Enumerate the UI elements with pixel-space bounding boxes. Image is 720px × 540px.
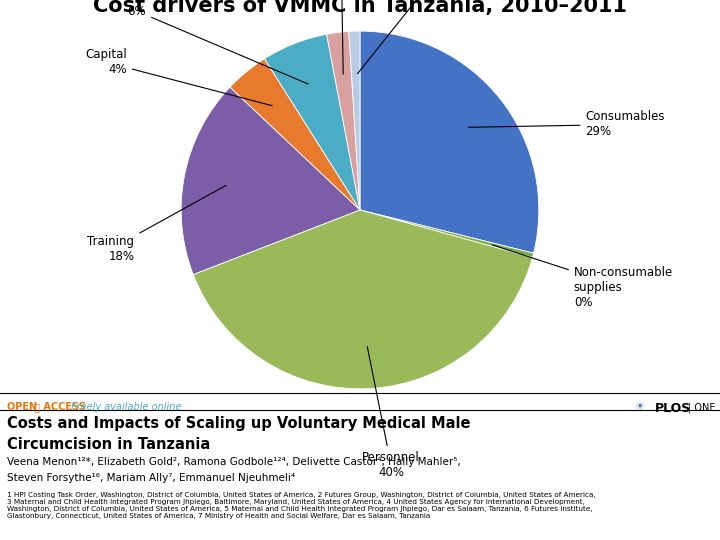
Text: ⚿: ⚿ <box>33 402 39 413</box>
Text: Support
personnel
2%: Support personnel 2% <box>311 0 370 74</box>
Wedge shape <box>360 31 539 253</box>
Text: Consumables
29%: Consumables 29% <box>469 110 665 138</box>
Text: PLOS: PLOS <box>655 402 691 415</box>
Text: ☀: ☀ <box>634 402 644 413</box>
Text: OPEN: OPEN <box>7 402 41 413</box>
Text: Capital
4%: Capital 4% <box>85 48 272 106</box>
Text: Personnel
40%: Personnel 40% <box>362 347 420 479</box>
Wedge shape <box>327 31 360 210</box>
Text: Costs and Impacts of Scaling up Voluntary Medical Male: Costs and Impacts of Scaling up Voluntar… <box>7 416 471 431</box>
Title: Cost drivers of VMMC in Tanzania, 2010–2011: Cost drivers of VMMC in Tanzania, 2010–2… <box>93 0 627 16</box>
Text: 1 HPI Costing Task Order, Washington, District of Columbia, United States of Ame: 1 HPI Costing Task Order, Washington, Di… <box>7 491 596 518</box>
Text: Steven Forsythe¹⁶, Mariam Ally⁷, Emmanuel Njeuhmeli⁴: Steven Forsythe¹⁶, Mariam Ally⁷, Emmanue… <box>7 474 295 483</box>
Wedge shape <box>348 31 360 210</box>
Wedge shape <box>264 34 360 210</box>
Wedge shape <box>230 59 360 210</box>
Text: Non-consumable
supplies
0%: Non-consumable supplies 0% <box>492 245 673 309</box>
Text: Freely available online: Freely available online <box>71 402 181 413</box>
Text: Circumcision in Tanzania: Circumcision in Tanzania <box>7 437 210 452</box>
Text: | ONE: | ONE <box>688 402 715 413</box>
Text: Veena Menon¹²*, Elizabeth Gold², Ramona Godbole¹²⁴, Delivette Castor⁴, Hally Mah: Veena Menon¹²*, Elizabeth Gold², Ramona … <box>7 457 461 467</box>
Wedge shape <box>360 210 534 258</box>
Wedge shape <box>181 87 360 274</box>
Text: Training
18%: Training 18% <box>88 185 226 263</box>
Text: ACCESS: ACCESS <box>40 402 92 413</box>
Text: Management &
supervision
1%: Management & supervision 1% <box>358 0 528 73</box>
Text: Maintenance &
utilities
6%: Maintenance & utilities 6% <box>57 0 308 84</box>
Wedge shape <box>193 210 532 389</box>
